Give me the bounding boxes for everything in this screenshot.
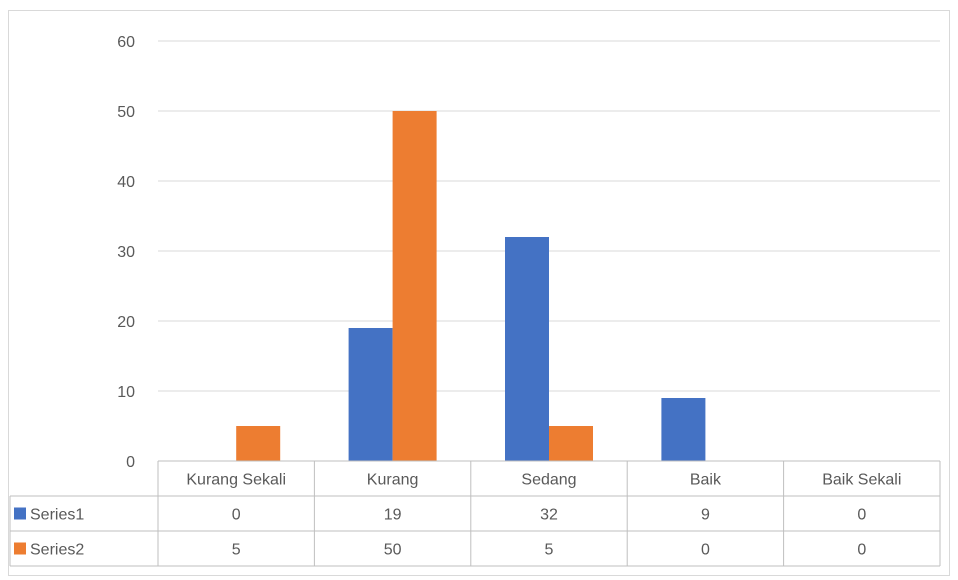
table-value: 0 (857, 542, 866, 559)
table-value: 5 (545, 542, 554, 559)
y-tick-label: 30 (117, 244, 135, 261)
y-tick-label: 50 (117, 104, 135, 121)
y-tick-label: 10 (117, 384, 135, 401)
bar-series2-0 (236, 426, 281, 461)
category-label: Baik (690, 472, 722, 489)
legend-swatch-series2 (14, 542, 26, 555)
y-tick-label: 20 (117, 314, 135, 331)
table-value: 0 (701, 542, 710, 559)
y-tick-label: 0 (126, 454, 135, 471)
chart-frame (8, 10, 950, 576)
table-value: 50 (384, 542, 402, 559)
table-value: 0 (232, 507, 241, 524)
table-value: 32 (540, 507, 558, 524)
category-label: Sedang (521, 472, 576, 489)
table-value: 0 (857, 507, 866, 524)
category-label: Kurang Sekali (186, 472, 286, 489)
bar-series2-2 (549, 426, 593, 461)
legend-label-series2: Series2 (30, 542, 84, 559)
y-tick-label: 60 (117, 34, 135, 51)
legend-swatch-series1 (14, 507, 26, 520)
y-tick-label: 40 (117, 174, 135, 191)
table-value: 9 (701, 507, 710, 524)
legend-label-series1: Series1 (30, 507, 84, 524)
category-label: Kurang (367, 472, 419, 489)
bar-series2-1 (392, 111, 437, 461)
table-value: 5 (232, 542, 241, 559)
bar-series1-3 (661, 398, 706, 461)
category-label: Baik Sekali (822, 472, 901, 489)
bar-series1-1 (348, 328, 393, 461)
bar-series1-2 (505, 237, 549, 461)
table-value: 19 (384, 507, 402, 524)
